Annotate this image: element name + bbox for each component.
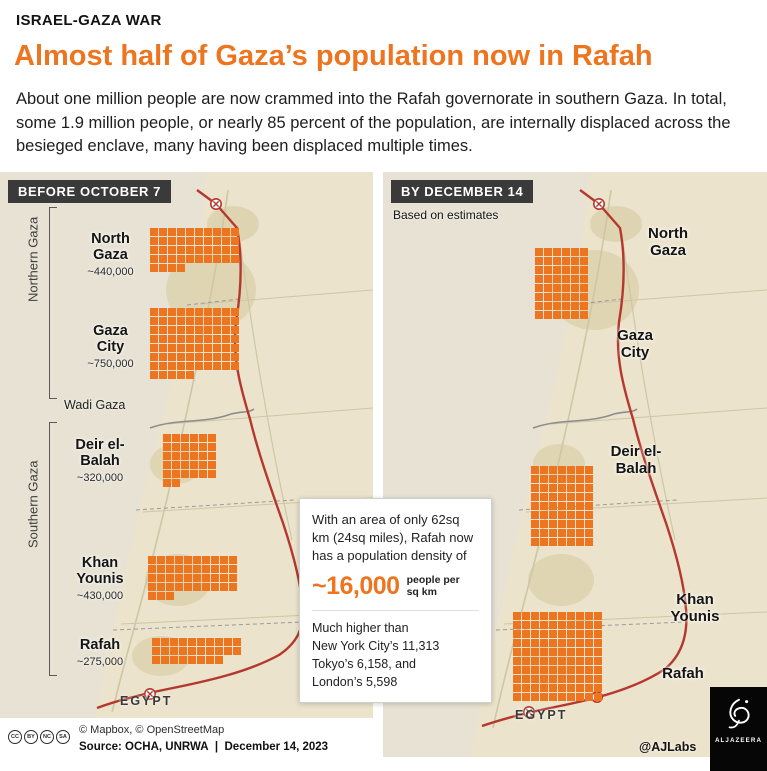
region-population: ~750,000 bbox=[87, 357, 134, 370]
population-grid-central-after bbox=[531, 466, 593, 546]
border-line bbox=[481, 189, 688, 728]
egypt-label-before: EGYPT bbox=[120, 694, 173, 708]
map-credit: © Mapbox, © OpenStreetMap bbox=[79, 724, 225, 736]
population-grid-north-gaza-before bbox=[150, 228, 239, 272]
density-figure: ~16,000 bbox=[312, 571, 400, 600]
population-grid-north-after bbox=[535, 248, 588, 319]
region-name: Gaza City bbox=[93, 323, 128, 355]
cc-icon: CC bbox=[8, 730, 22, 744]
egypt-label-after: EGYPT bbox=[515, 708, 568, 722]
region-label-north-gaza-after: North Gaza bbox=[648, 225, 688, 259]
population-grid-rafah-after bbox=[513, 612, 602, 701]
ajlabs-handle: @AJLabs bbox=[639, 740, 697, 754]
region-name: Khan Younis bbox=[76, 555, 124, 587]
estimates-note: Based on estimates bbox=[393, 208, 499, 222]
attribution: CC BY NC SA © Mapbox, © OpenStreetMap So… bbox=[8, 724, 328, 753]
crossing-icon bbox=[523, 705, 536, 718]
region-population: ~440,000 bbox=[87, 265, 134, 278]
page-kicker: ISRAEL-GAZA WAR bbox=[16, 12, 162, 29]
aljazeera-logo: ALJAZEERA bbox=[710, 687, 767, 771]
roads bbox=[492, 189, 767, 729]
callout-divider bbox=[312, 609, 479, 611]
region-name: Deir el-Balah bbox=[75, 437, 125, 469]
region-label-khan-younis-after: Khan Younis bbox=[670, 591, 720, 625]
cc-nc-icon: NC bbox=[40, 730, 54, 744]
region-name: North Gaza bbox=[91, 231, 130, 263]
region-population: ~275,000 bbox=[76, 655, 124, 668]
admin-boundaries bbox=[112, 298, 304, 631]
density-callout-box: With an area of only 62sq km (24sq miles… bbox=[299, 498, 492, 704]
wadi-gaza-label: Wadi Gaza bbox=[64, 398, 126, 412]
population-grid-gaza-city-before bbox=[150, 308, 239, 379]
page-intro: About one million people are now crammed… bbox=[16, 90, 731, 156]
region-population: ~320,000 bbox=[76, 471, 124, 484]
logo-wordmark: ALJAZEERA bbox=[714, 737, 763, 744]
region-label-deir-el-balah: Deir el-Balah ~320,000 bbox=[60, 437, 140, 484]
region-label-rafah-after: Rafah bbox=[662, 665, 704, 682]
region-population: ~430,000 bbox=[76, 589, 124, 602]
cc-license-icons: CC BY NC SA bbox=[8, 730, 70, 744]
credits-block: © Mapbox, © OpenStreetMap Source: OCHA, … bbox=[79, 724, 328, 753]
region-label-khan-younis: Khan Younis ~430,000 bbox=[60, 555, 140, 602]
region-label-north-gaza: North Gaza ~440,000 bbox=[78, 231, 143, 278]
panel-header-after: BY DECEMBER 14 bbox=[391, 180, 534, 203]
density-comparison: Much higher than New York City’s 11,313 … bbox=[312, 620, 440, 690]
panel-header-before: BEFORE OCTOBER 7 bbox=[8, 180, 171, 203]
map-panel-before: BEFORE OCTOBER 7 Northern Gaza Southern … bbox=[0, 172, 373, 718]
bracket-northern-gaza bbox=[49, 207, 57, 399]
region-name: Rafah bbox=[79, 637, 121, 653]
crossing-icon bbox=[144, 687, 157, 700]
region-label-rafah: Rafah ~275,000 bbox=[60, 637, 140, 668]
population-grid-deir-el-balah-before bbox=[163, 434, 216, 487]
source-line: Source: OCHA, UNRWA | December 14, 2023 bbox=[79, 741, 329, 753]
density-figure-row: ~16,000 people per sq km bbox=[312, 572, 479, 601]
region-label-gaza-city-after: Gaza City bbox=[617, 327, 653, 361]
crossing-icon bbox=[593, 197, 606, 210]
callout-lead: With an area of only 62sq km (24sq miles… bbox=[312, 512, 474, 563]
population-grid-rafah-before bbox=[152, 638, 241, 664]
cc-sa-icon: SA bbox=[56, 730, 70, 744]
region-label-gaza-city: Gaza City ~750,000 bbox=[78, 323, 143, 370]
region-label-deir-el-balah-after: Deir el-Balah bbox=[610, 443, 662, 477]
cc-by-icon: BY bbox=[24, 730, 38, 744]
crossing-icon bbox=[210, 197, 223, 210]
population-grid-khan-younis-before bbox=[148, 556, 237, 600]
page-title: Almost half of Gaza’s population now in … bbox=[14, 40, 653, 72]
density-unit: people per sq km bbox=[406, 574, 460, 599]
calligraphy-icon bbox=[728, 698, 750, 729]
bracket-southern-gaza bbox=[49, 422, 57, 676]
